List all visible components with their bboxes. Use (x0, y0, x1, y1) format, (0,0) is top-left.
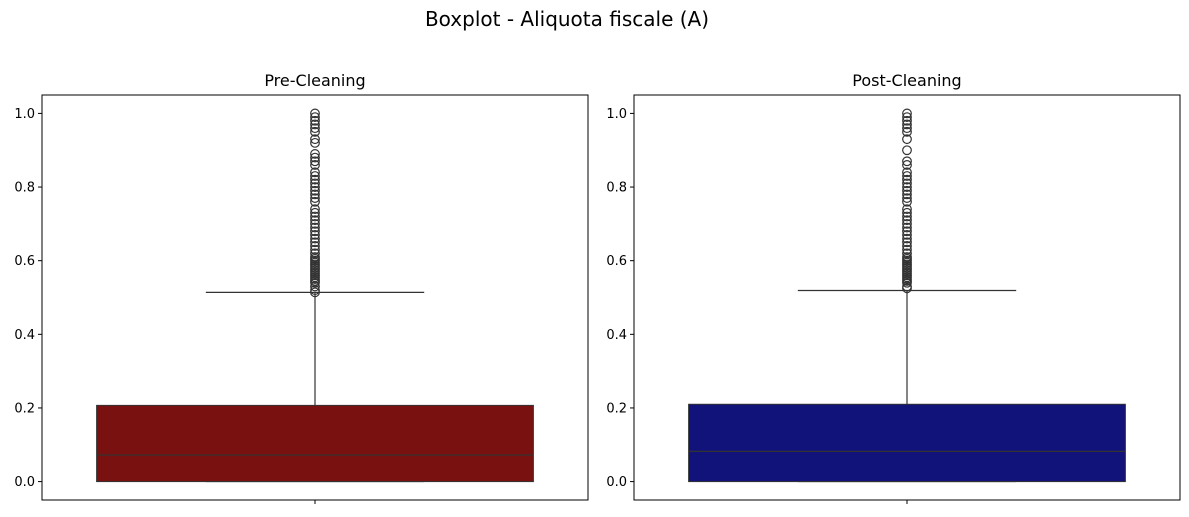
axes-title: Pre-Cleaning (264, 71, 365, 90)
box-iqr (96, 404, 534, 483)
outlier-point (902, 233, 912, 244)
outlier-point (310, 211, 320, 222)
outlier-point (310, 248, 320, 259)
outlier-point (902, 126, 912, 137)
outlier-point (902, 119, 912, 130)
y-tick-label: 0.2 (606, 401, 627, 416)
y-tick-label: 0.8 (606, 181, 627, 196)
outlier-point (310, 167, 320, 178)
outlier-point (310, 156, 320, 167)
panel-post-cleaning: Post-Cleaning 0.0 0.2 0.4 0.6 0.8 1.0 (606, 71, 1181, 504)
outlier-point (902, 226, 912, 237)
y-tick-label: 0.0 (14, 475, 35, 490)
outlier-point (902, 248, 912, 259)
outlier-point (902, 108, 912, 119)
outlier-point (310, 134, 320, 145)
outlier-point (310, 204, 320, 215)
outlier-point (310, 241, 320, 251)
panel-pre-cleaning: Pre-Cleaning 0.0 0.2 0.4 0.6 0.8 1.0 (14, 71, 589, 504)
box-iqr (688, 403, 1126, 483)
outlier-point (310, 207, 320, 218)
outlier-point (310, 252, 320, 262)
outlier-point (902, 230, 912, 240)
outlier-point (310, 171, 320, 181)
outlier-point (310, 230, 320, 240)
outlier-point (310, 233, 320, 244)
outlier-point (902, 207, 912, 218)
axes-title: Post-Cleaning (852, 71, 961, 90)
outlier-point (902, 218, 912, 229)
outlier-point (310, 281, 320, 292)
outlier-point (310, 115, 320, 126)
outlier-point (310, 218, 320, 229)
outlier-point (902, 193, 912, 203)
y-tick-label: 0.6 (14, 254, 35, 269)
outlier-point (310, 189, 320, 200)
outlier-point (902, 134, 912, 145)
outlier-point (902, 145, 912, 156)
outlier-point (310, 137, 320, 148)
outlier-point (902, 244, 912, 255)
y-tick-label: 0.8 (14, 181, 35, 196)
outlier-point (902, 112, 912, 122)
outlier-point (310, 222, 320, 233)
outlier-point (902, 237, 912, 248)
outlier-point (902, 156, 912, 167)
outlier-point (902, 189, 912, 200)
outlier-point (310, 244, 320, 255)
outlier-point (902, 204, 912, 215)
outlier-point (310, 123, 320, 134)
outlier-point (902, 211, 912, 222)
outlier-point (310, 285, 320, 296)
outlier-point (902, 123, 912, 134)
y-tick-label: 0.6 (606, 254, 627, 269)
outlier-point (902, 215, 912, 226)
outlier-point (902, 167, 912, 178)
outlier-point (310, 193, 320, 203)
outlier-point (902, 115, 912, 126)
outlier-point (310, 152, 320, 163)
outlier-point (902, 182, 912, 192)
y-tick-label: 1.0 (14, 107, 35, 122)
outlier-point (902, 196, 912, 207)
y-tick-label: 0.2 (14, 401, 35, 416)
outlier-point (902, 241, 912, 251)
outlier-point (310, 174, 320, 185)
outlier-point (902, 171, 912, 181)
outlier-point (902, 160, 912, 170)
outlier-point (902, 252, 912, 262)
outlier-point (310, 237, 320, 248)
y-tick-label: 0.0 (606, 475, 627, 490)
outlier-point (310, 185, 320, 196)
outlier-point (310, 215, 320, 226)
figure-suptitle: Boxplot - Aliquota fiscale (A) (425, 7, 709, 31)
outlier-point (310, 226, 320, 237)
outlier-point (310, 112, 320, 122)
outlier-point (310, 126, 320, 137)
y-tick-label: 1.0 (606, 107, 627, 122)
outlier-point (902, 174, 912, 185)
outlier-point (310, 119, 320, 130)
outlier-point (902, 222, 912, 233)
outlier-point (310, 160, 320, 170)
outlier-point (902, 185, 912, 196)
outlier-point (310, 178, 320, 189)
outlier-point (310, 108, 320, 119)
y-tick-label: 0.4 (606, 328, 627, 343)
outlier-point (310, 182, 320, 192)
outlier-point (902, 178, 912, 189)
y-tick-label: 0.4 (14, 328, 35, 343)
outlier-point (902, 281, 912, 292)
outlier-point (310, 196, 320, 207)
outlier-point (310, 149, 320, 159)
